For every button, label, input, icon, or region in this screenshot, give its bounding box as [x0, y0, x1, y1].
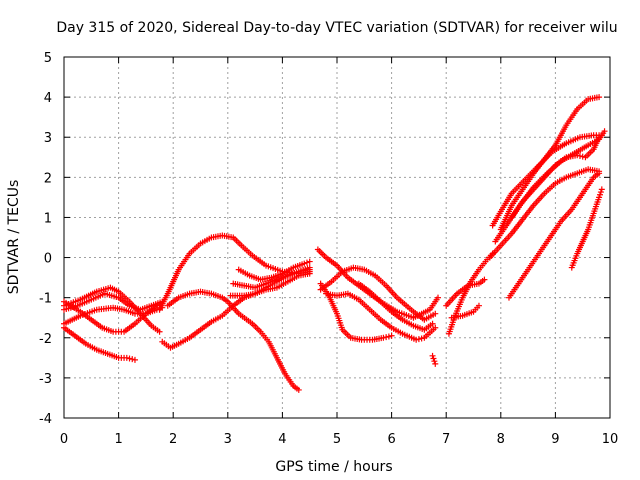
series-arc3	[61, 324, 138, 363]
chart-title: Day 315 of 2020, Sidereal Day-to-day VTE…	[56, 20, 617, 36]
data-point	[129, 356, 136, 363]
series-arc4	[61, 304, 166, 327]
series-arc18	[445, 250, 496, 337]
series-arc27	[568, 186, 605, 271]
data-point	[431, 358, 438, 365]
data-point	[596, 191, 603, 198]
x-tick-label: 0	[60, 432, 68, 447]
series-arc25	[486, 166, 603, 261]
data-point	[432, 310, 439, 317]
y-tick-label: 4	[44, 91, 52, 106]
series-arc14	[323, 290, 439, 343]
x-tick-label: 9	[551, 432, 559, 447]
data-point	[301, 260, 308, 267]
y-tick-label: 5	[44, 51, 52, 66]
data-point	[430, 355, 437, 362]
series-arc16	[355, 280, 436, 333]
data-point	[579, 153, 586, 160]
data-point	[156, 328, 163, 335]
x-tick-label: 8	[497, 432, 505, 447]
data-point	[385, 333, 392, 340]
data-point	[596, 170, 603, 177]
series-arc23	[497, 94, 603, 233]
data-point	[596, 194, 603, 201]
data-point	[418, 335, 425, 342]
series-arc24	[508, 134, 603, 221]
data-point	[598, 186, 605, 193]
y-tick-label: 3	[44, 131, 52, 146]
x-tick-label: 2	[169, 432, 177, 447]
series-arc15	[317, 280, 395, 343]
x-tick-label: 5	[333, 432, 341, 447]
x-tick-label: 10	[602, 432, 619, 447]
data-point	[303, 259, 310, 266]
data-point	[475, 302, 482, 309]
data-point	[432, 360, 439, 367]
series-arc20	[448, 302, 482, 321]
y-tick-label: -3	[39, 372, 52, 387]
x-tick-label: 1	[114, 432, 122, 447]
data-point	[123, 354, 130, 361]
y-tick-label: -4	[39, 412, 52, 427]
series-arc13	[317, 264, 439, 323]
y-tick-label: -2	[39, 332, 52, 347]
data-points	[61, 94, 608, 393]
y-tick-label: 2	[44, 171, 52, 186]
data-point	[574, 152, 581, 159]
series-arc5	[61, 290, 166, 313]
data-point	[126, 355, 133, 362]
x-tick-label: 3	[224, 432, 232, 447]
series-arc10	[230, 266, 313, 291]
data-point	[131, 356, 138, 363]
x-tick-label: 4	[278, 432, 286, 447]
data-point	[481, 276, 488, 283]
series-arc26	[505, 170, 603, 301]
axis-ticks: 0 1 2 3 4 5 6 7 8 9 10 -4 -3 -2 -1 0 1 2 3 4 5	[39, 51, 618, 447]
data-point	[383, 334, 390, 341]
x-axis-label: GPS time / hours	[275, 459, 392, 475]
x-tick-label: 7	[442, 432, 450, 447]
grid-lines	[64, 57, 610, 418]
y-tick-label: 0	[44, 252, 52, 267]
data-point	[306, 270, 313, 277]
series-arc11	[227, 270, 313, 299]
data-point	[596, 94, 603, 101]
series-arc17	[429, 352, 439, 367]
series-arc8	[164, 288, 302, 393]
data-point	[576, 152, 583, 159]
data-point	[413, 336, 420, 343]
series-arc19	[443, 276, 488, 309]
data-point	[295, 386, 302, 393]
data-point	[415, 336, 422, 343]
data-point	[596, 134, 603, 141]
data-point	[380, 334, 387, 341]
data-point	[429, 352, 436, 359]
x-tick-label: 6	[387, 432, 395, 447]
y-tick-label: 1	[44, 211, 52, 226]
y-tick-label: -1	[39, 292, 52, 307]
data-point	[388, 332, 395, 339]
data-point	[435, 294, 442, 301]
data-point	[306, 258, 313, 265]
y-axis-label: SDTVAR / TECUs	[6, 180, 22, 295]
data-point	[429, 320, 436, 327]
data-point	[601, 128, 608, 135]
series-arc6	[156, 232, 313, 313]
series-arc9	[235, 258, 313, 283]
data-point	[432, 324, 439, 331]
data-point	[597, 189, 604, 196]
